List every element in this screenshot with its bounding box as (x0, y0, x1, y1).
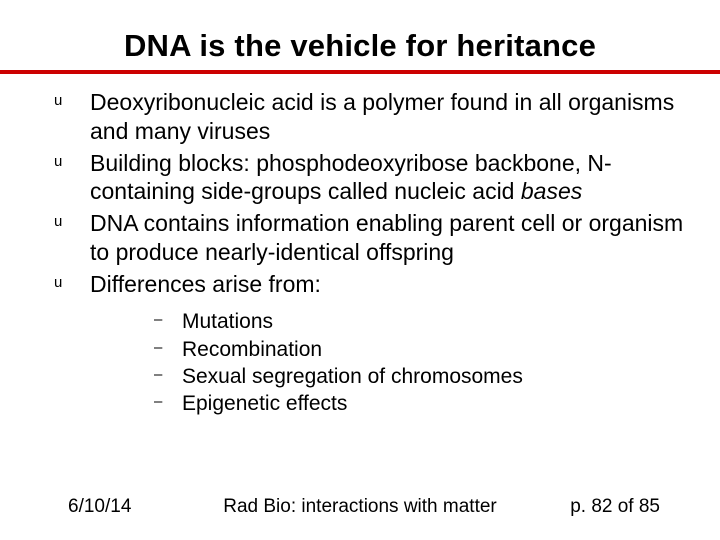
bullet-text: Differences arise from: (90, 271, 321, 297)
sub-bullet-text: Mutations (182, 310, 273, 333)
bullet-item: DNA contains information enabling parent… (54, 209, 684, 267)
footer-page: p. 82 of 85 (570, 496, 660, 518)
bullet-item: Differences arise from: (54, 270, 684, 299)
title-underline (0, 70, 720, 74)
bullet-text-italic: bases (521, 178, 582, 204)
footer-date: 6/10/14 (68, 496, 131, 518)
sub-bullet-item: Epigenetic effects (154, 390, 684, 417)
slide-footer: 6/10/14 Rad Bio: interactions with matte… (0, 496, 720, 518)
main-bullet-list: Deoxyribonucleic acid is a polymer found… (36, 88, 684, 298)
sub-bullet-list: Mutations Recombination Sexual segregati… (36, 308, 684, 417)
sub-bullet-item: Mutations (154, 308, 684, 335)
sub-bullet-text: Epigenetic effects (182, 392, 347, 415)
footer-title: Rad Bio: interactions with matter (223, 496, 497, 518)
bullet-text: Deoxyribonucleic acid is a polymer found… (90, 89, 674, 144)
sub-bullet-text: Recombination (182, 338, 322, 361)
bullet-item: Building blocks: phosphodeoxyribose back… (54, 149, 684, 207)
sub-bullet-item: Recombination (154, 336, 684, 363)
bullet-item: Deoxyribonucleic acid is a polymer found… (54, 88, 684, 146)
sub-bullet-item: Sexual segregation of chromosomes (154, 363, 684, 390)
slide-container: DNA is the vehicle for heritance Deoxyri… (0, 0, 720, 540)
sub-bullet-text: Sexual segregation of chromosomes (182, 365, 523, 388)
bullet-text: DNA contains information enabling parent… (90, 210, 683, 265)
slide-title: DNA is the vehicle for heritance (36, 28, 684, 64)
